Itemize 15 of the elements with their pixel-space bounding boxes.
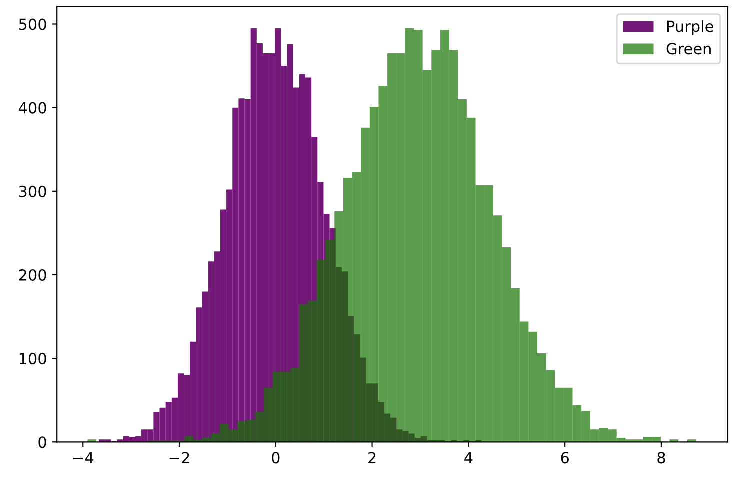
- x-tick-label: 6: [561, 452, 569, 464]
- y-tick-label: 500: [19, 18, 46, 30]
- x-tick-label: −2: [170, 452, 190, 464]
- y-tick-label: 400: [18, 102, 46, 114]
- legend-label: Green: [666, 43, 711, 55]
- y-tick-label: 100: [20, 353, 46, 365]
- x-tick-label: 2: [368, 452, 376, 464]
- x-tick-label: 0: [272, 452, 280, 464]
- y-tick-label: 0: [38, 436, 46, 448]
- y-tick-label: 200: [19, 269, 46, 282]
- y-tick-label: 300: [19, 186, 46, 198]
- x-tick-label: −4: [73, 452, 94, 464]
- x-tick-label: 8: [658, 452, 666, 464]
- legend-label: Purple: [667, 20, 714, 36]
- x-tick-label: 4: [464, 452, 473, 464]
